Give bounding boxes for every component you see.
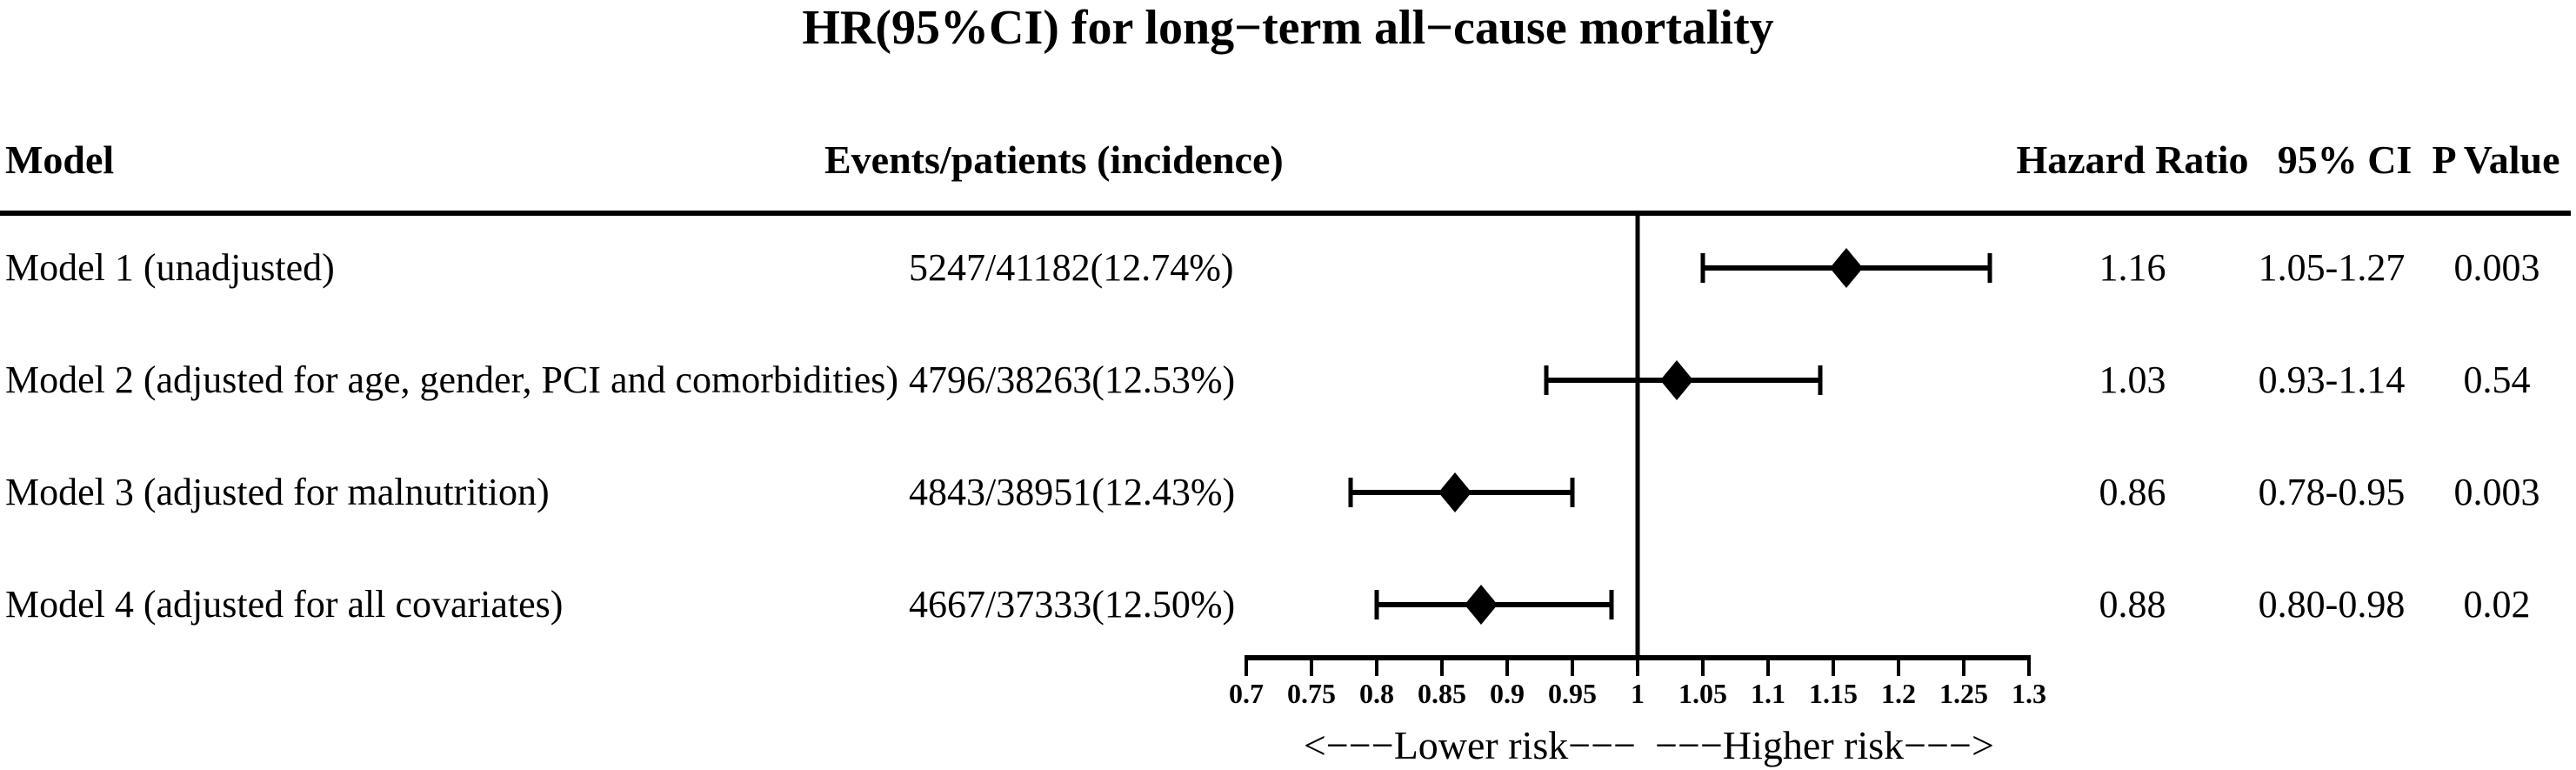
x-axis-tick-label: 0.95 (1548, 678, 1597, 709)
point-estimate-diamond (1465, 585, 1498, 625)
x-axis-tick-label: 0.85 (1418, 678, 1466, 709)
x-axis-tick-label: 1.1 (1751, 678, 1785, 709)
higher-risk-label: −−−Higher risk−−−> (1655, 723, 1994, 767)
col-header-model: Model (5, 137, 115, 182)
events-value: 4843/38951(12.43%) (909, 471, 1236, 513)
model-label: Model 1 (unadjusted) (5, 246, 335, 289)
p-value: 0.02 (2463, 583, 2531, 626)
x-axis-tick-label: 0.8 (1359, 678, 1394, 709)
events-value: 5247/41182(12.74%) (909, 246, 1234, 289)
x-axis-tick-label: 1.3 (2012, 678, 2046, 709)
model-label: Model 2 (adjusted for age, gender, PCI a… (5, 358, 899, 401)
p-value: 0.003 (2453, 246, 2540, 289)
x-axis-tick-label: 0.9 (1490, 678, 1525, 709)
figure-title: HR(95%CI) for long−term all−cause mortal… (802, 1, 1774, 55)
hazard-ratio-value: 1.03 (2099, 358, 2166, 401)
col-header-ci: 95% CI (2277, 137, 2412, 182)
x-axis-tick-label: 1.25 (1939, 678, 1988, 709)
col-header-events: Events/patients (incidence) (824, 137, 1284, 182)
events-value: 4796/38263(12.53%) (909, 358, 1236, 401)
p-value: 0.54 (2463, 358, 2531, 401)
events-value: 4667/37333(12.50%) (909, 583, 1236, 626)
ci-value: 0.80-0.98 (2258, 583, 2406, 626)
hazard-ratio-value: 1.16 (2099, 246, 2166, 289)
x-axis-tick-label: 1.15 (1809, 678, 1858, 709)
point-estimate-diamond (1830, 248, 1863, 288)
model-label: Model 3 (adjusted for malnutrition) (5, 471, 550, 513)
header-divider-line (0, 211, 2571, 216)
x-axis-tick-label: 1 (1631, 678, 1645, 709)
col-header-hazard-ratio: Hazard Ratio (2016, 137, 2249, 182)
ci-value: 0.78-0.95 (2258, 471, 2406, 513)
col-header-p-value: P Value (2432, 137, 2560, 182)
hazard-ratio-value: 0.88 (2099, 583, 2166, 626)
p-value: 0.003 (2453, 471, 2540, 513)
x-axis-tick-label: 0.75 (1287, 678, 1336, 709)
lower-risk-label: <−−−Lower risk−−− (1303, 723, 1637, 767)
point-estimate-diamond (1660, 360, 1693, 400)
x-axis-tick-label: 1.2 (1881, 678, 1916, 709)
ci-value: 0.93-1.14 (2258, 358, 2406, 401)
hazard-ratio-value: 0.86 (2099, 471, 2166, 513)
x-axis-tick-label: 1.05 (1678, 678, 1727, 709)
x-axis-tick-label: 0.7 (1229, 678, 1264, 709)
point-estimate-diamond (1438, 472, 1472, 512)
model-label: Model 4 (adjusted for all covariates) (5, 583, 564, 626)
ci-value: 1.05-1.27 (2258, 246, 2406, 289)
